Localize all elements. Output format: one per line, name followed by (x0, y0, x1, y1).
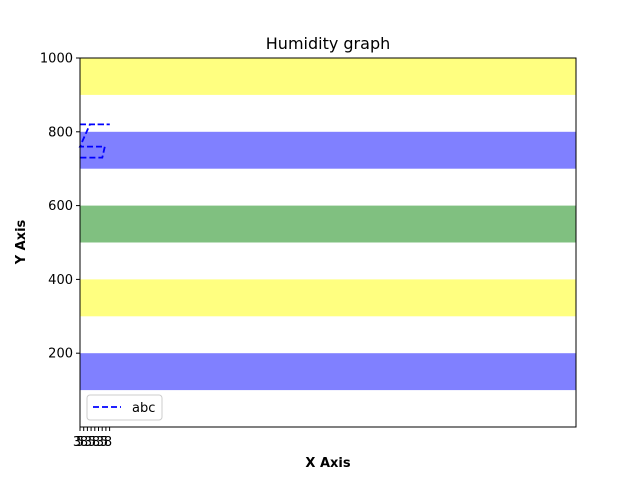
y-axis-label: Y Axis (14, 219, 29, 265)
y-tick-label-800: 800 (48, 125, 73, 140)
series-layer (78, 123, 110, 159)
series-line-0 (78, 123, 110, 159)
x-tick-label-2: 8 (80, 435, 88, 450)
plot-frame (79, 57, 577, 428)
legend: abc (86, 394, 163, 421)
x-tick-label-1: 5 (76, 435, 84, 450)
background-bands (80, 58, 576, 391)
y-tick-label-600: 600 (48, 199, 73, 214)
band-4 (80, 58, 576, 95)
x-tick-label-6: 3 (96, 435, 104, 450)
x-tick-label-3: 3 (84, 435, 92, 450)
x-axis-label: X Axis (305, 456, 350, 471)
x-tick-label-8: 8 (104, 435, 112, 450)
legend-box (86, 394, 163, 421)
band-3 (80, 131, 576, 169)
y-tick-label-200: 200 (48, 347, 73, 362)
x-tick-label-0: 3 (73, 435, 81, 450)
band-0 (80, 353, 576, 391)
x-tick-label-7: 5 (100, 435, 108, 450)
y-tick-label-400: 400 (48, 273, 73, 288)
band-2 (80, 205, 576, 243)
y-tick-label-1000: 1000 (40, 52, 73, 67)
chart-title: Humidity graph (266, 34, 390, 53)
y-axis-ticks: 200 400 600 800 1000 (40, 52, 80, 362)
band-1 (80, 279, 576, 317)
x-tick-label-4: 5 (88, 435, 96, 450)
x-tick-label-5: 8 (92, 435, 100, 450)
legend-label-abc: abc (132, 401, 155, 416)
